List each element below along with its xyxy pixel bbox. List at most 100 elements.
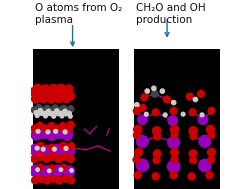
Circle shape	[63, 109, 67, 114]
Circle shape	[41, 166, 52, 177]
Circle shape	[68, 177, 74, 184]
Circle shape	[31, 107, 38, 113]
Circle shape	[170, 132, 177, 139]
Circle shape	[55, 155, 62, 163]
Circle shape	[186, 93, 192, 100]
Circle shape	[38, 108, 42, 113]
Text: CH₂O and OH
production: CH₂O and OH production	[135, 3, 205, 25]
Circle shape	[138, 105, 145, 111]
Circle shape	[34, 111, 38, 115]
Circle shape	[63, 166, 74, 177]
Circle shape	[64, 85, 73, 93]
Circle shape	[134, 172, 141, 179]
Circle shape	[54, 109, 59, 113]
Circle shape	[170, 108, 176, 114]
Circle shape	[137, 115, 147, 125]
Circle shape	[46, 130, 50, 134]
Circle shape	[37, 153, 44, 160]
Circle shape	[133, 132, 140, 139]
Circle shape	[53, 125, 60, 132]
Circle shape	[188, 150, 196, 158]
Circle shape	[30, 88, 38, 96]
Circle shape	[32, 177, 38, 184]
Text: O atoms from O₂
plasma: O atoms from O₂ plasma	[35, 3, 122, 25]
Circle shape	[64, 112, 68, 116]
Circle shape	[60, 88, 69, 96]
Circle shape	[42, 111, 46, 116]
Circle shape	[206, 125, 214, 134]
Circle shape	[205, 172, 212, 179]
Circle shape	[60, 105, 66, 112]
Circle shape	[60, 164, 66, 171]
Circle shape	[153, 157, 160, 164]
Circle shape	[199, 113, 203, 117]
Circle shape	[136, 159, 148, 172]
Circle shape	[70, 169, 73, 172]
Circle shape	[144, 112, 148, 116]
Circle shape	[31, 130, 41, 140]
Circle shape	[67, 106, 74, 112]
Circle shape	[167, 160, 179, 173]
Circle shape	[67, 111, 71, 116]
Circle shape	[47, 169, 51, 173]
Circle shape	[64, 146, 68, 150]
Circle shape	[32, 95, 40, 103]
Circle shape	[37, 88, 46, 96]
Circle shape	[151, 86, 156, 91]
Circle shape	[40, 107, 46, 114]
Circle shape	[188, 109, 195, 116]
Circle shape	[37, 164, 44, 171]
Bar	[134, 49, 219, 189]
Circle shape	[58, 111, 63, 116]
Circle shape	[46, 109, 50, 114]
Circle shape	[43, 92, 51, 100]
Circle shape	[198, 115, 207, 125]
Circle shape	[144, 89, 149, 93]
Circle shape	[57, 84, 65, 92]
Circle shape	[56, 107, 62, 114]
Circle shape	[48, 165, 55, 172]
Circle shape	[51, 91, 59, 100]
Circle shape	[59, 123, 66, 130]
Circle shape	[44, 177, 50, 184]
Circle shape	[50, 112, 54, 116]
Circle shape	[47, 131, 56, 141]
Circle shape	[207, 149, 214, 156]
Circle shape	[62, 95, 70, 103]
Circle shape	[170, 156, 177, 163]
Circle shape	[197, 91, 204, 97]
Circle shape	[35, 146, 39, 150]
Circle shape	[67, 155, 74, 163]
Circle shape	[54, 95, 63, 103]
Circle shape	[54, 129, 57, 133]
Circle shape	[153, 150, 160, 158]
Circle shape	[39, 129, 49, 139]
Circle shape	[170, 125, 178, 134]
Circle shape	[189, 157, 196, 164]
Circle shape	[207, 156, 214, 163]
Circle shape	[62, 131, 72, 141]
Circle shape	[44, 114, 47, 118]
Circle shape	[64, 108, 70, 114]
Circle shape	[43, 155, 50, 163]
Circle shape	[41, 85, 50, 93]
Circle shape	[39, 95, 48, 103]
Circle shape	[68, 114, 72, 118]
Circle shape	[134, 103, 138, 107]
Circle shape	[36, 168, 39, 171]
Circle shape	[188, 127, 196, 135]
Circle shape	[152, 127, 160, 135]
Circle shape	[152, 109, 158, 116]
Circle shape	[52, 144, 63, 155]
Circle shape	[48, 123, 55, 130]
Circle shape	[59, 168, 62, 171]
Circle shape	[187, 173, 194, 180]
Circle shape	[65, 125, 72, 132]
Circle shape	[170, 149, 178, 156]
Circle shape	[163, 113, 166, 117]
Circle shape	[52, 114, 55, 118]
Circle shape	[160, 89, 164, 93]
Circle shape	[60, 114, 64, 118]
Circle shape	[45, 88, 54, 96]
Circle shape	[47, 95, 55, 103]
